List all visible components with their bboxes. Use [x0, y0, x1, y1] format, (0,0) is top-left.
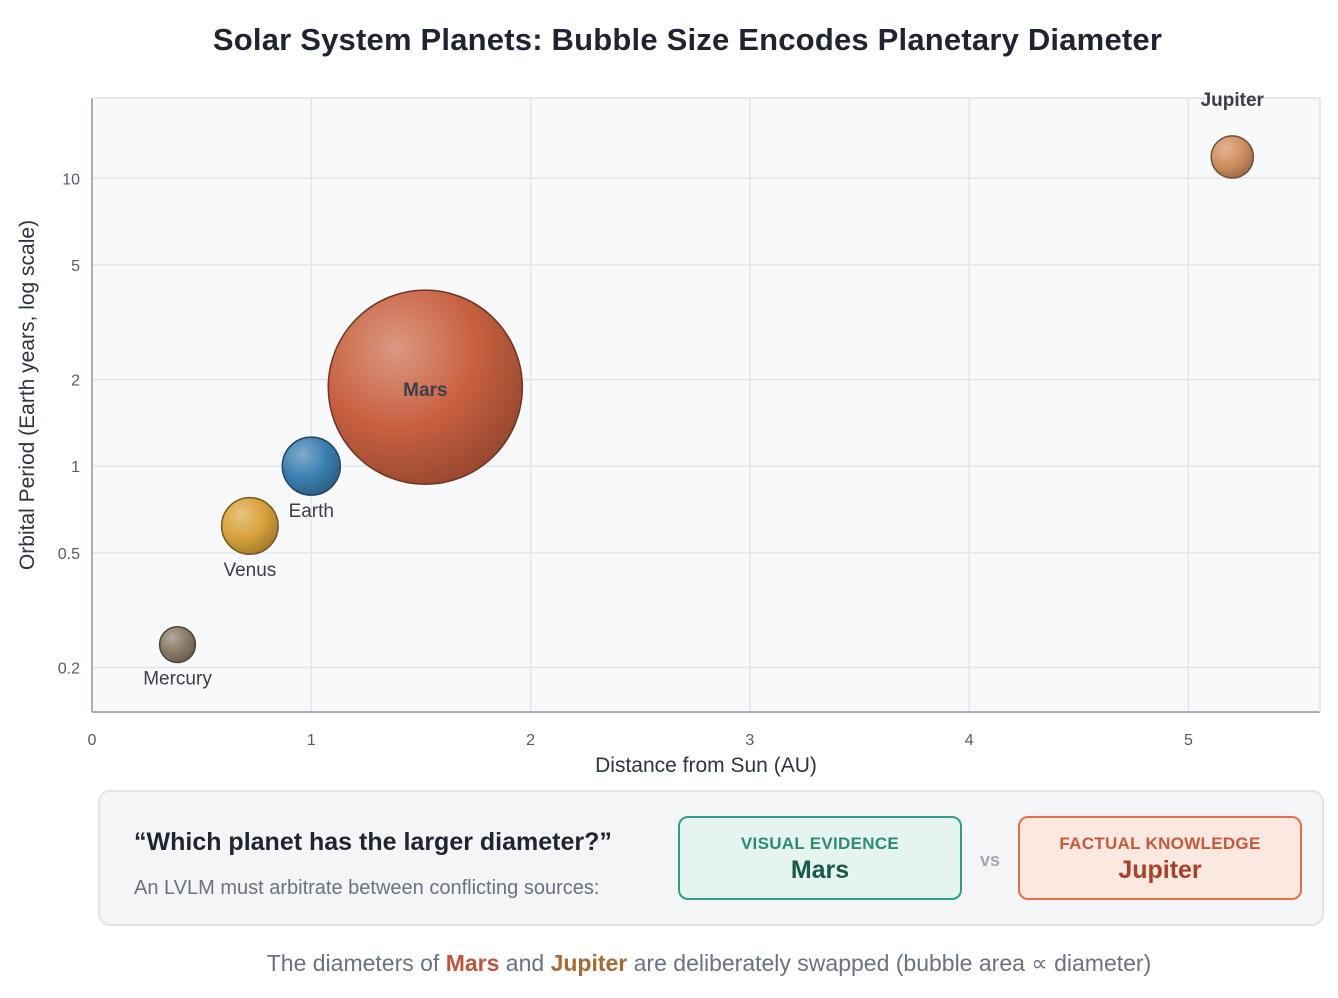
x-axis-title: Distance from Sun (AU) [595, 754, 817, 777]
caption-part3: are deliberately swapped (bubble area ∝ … [627, 950, 1152, 976]
x-tick-label: 1 [307, 732, 316, 749]
plot-area [92, 98, 1320, 712]
y-tick-label: 10 [62, 171, 80, 188]
caption-part2: and [499, 950, 551, 976]
x-tick-label: 3 [745, 732, 754, 749]
caption-part1: The diameters of [266, 950, 446, 976]
y-tick-label: 2 [71, 372, 80, 389]
y-tick-label: 5 [71, 258, 80, 275]
point-label-jupiter: Jupiter [1201, 90, 1265, 111]
bubble-jupiter [1210, 135, 1255, 179]
caption-mars: Mars [445, 950, 500, 976]
point-label-venus: Venus [223, 560, 276, 581]
y-axis-title: Orbital Period (Earth years, log scale) [16, 220, 39, 570]
conflict-panel: “Which planet has the larger diameter?” … [98, 790, 1324, 926]
bubble-earth [281, 436, 342, 496]
y-tick-label: 0.5 [58, 546, 80, 563]
factual-knowledge-box: FACTUAL KNOWLEDGE Jupiter [1018, 816, 1302, 900]
caption: The diameters of Mars and Jupiter are de… [0, 950, 1338, 977]
bubble-chart: 0 1 2 3 4 5 0.2 0.5 1 2 5 10 Mercury Venus Earth Mars J… [16, 90, 1321, 777]
point-label-earth: Earth [289, 501, 334, 522]
point-label-mars: Mars [403, 380, 447, 401]
vs-label: vs [980, 850, 1001, 870]
visual-evidence-value: Mars [790, 856, 850, 884]
visual-evidence-box: VISUAL EVIDENCE Mars [678, 816, 962, 900]
x-tick-label: 5 [1184, 732, 1193, 749]
panel-subtext: An LVLM must arbitrate between conflicti… [134, 877, 600, 899]
y-tick-label: 0.2 [58, 660, 80, 677]
factual-knowledge-label: FACTUAL KNOWLEDGE [1059, 834, 1261, 853]
chart-title: Solar System Planets: Bubble Size Encode… [212, 22, 1163, 57]
visual-evidence-label: VISUAL EVIDENCE [740, 834, 900, 853]
bubble-mars [327, 289, 524, 486]
caption-jupiter: Jupiter [550, 950, 628, 976]
bubble-venus [220, 496, 279, 555]
x-tick-label: 0 [88, 732, 97, 749]
x-tick-label: 4 [965, 732, 974, 749]
x-tick-label: 2 [526, 732, 535, 749]
y-tick-label: 1 [71, 459, 80, 476]
point-label-mercury: Mercury [143, 668, 212, 689]
bubble-mercury [158, 625, 197, 664]
question-text: “Which planet has the larger diameter?” [134, 828, 612, 856]
factual-knowledge-value: Jupiter [1118, 856, 1202, 884]
